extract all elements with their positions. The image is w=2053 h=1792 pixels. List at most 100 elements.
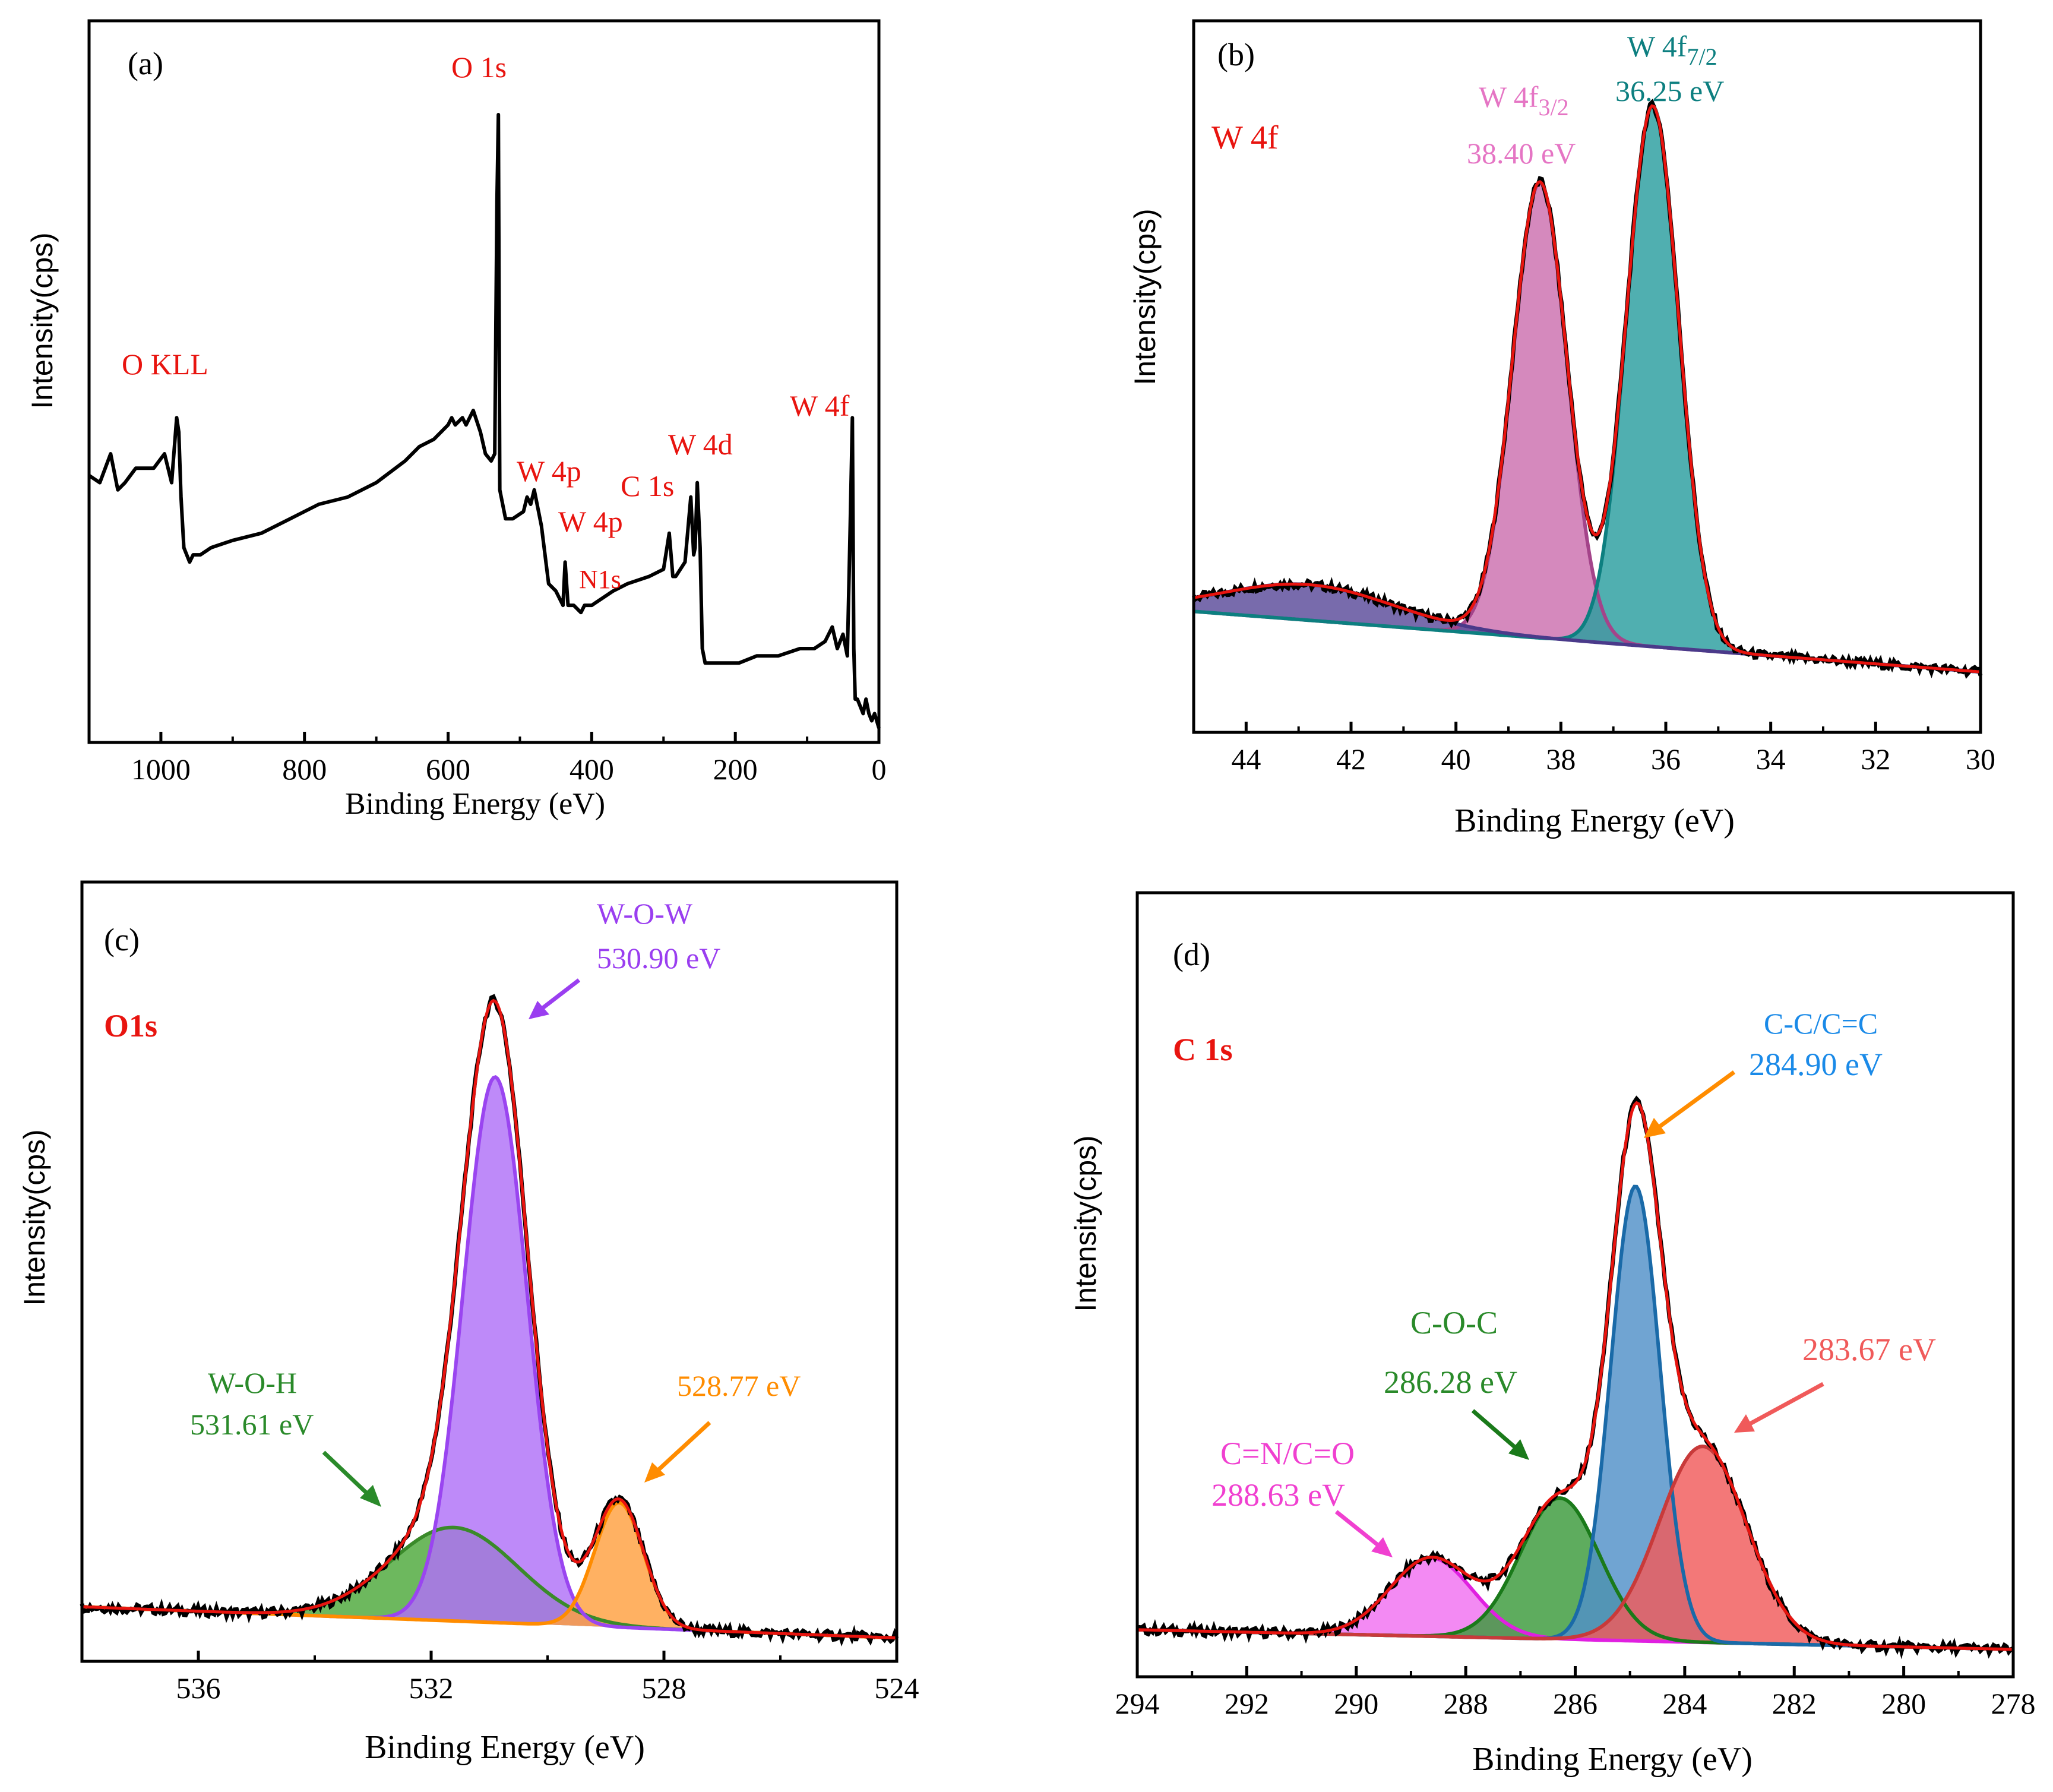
panel-a-xtick-label: 0 [872,753,887,786]
panel-d-arrow-coc [1471,1409,1529,1460]
panel-d-xtick-label: 280 [1881,1687,1926,1720]
panel-c-ann-woh-label: W-O-H [208,1366,297,1399]
panel-c-xtick-label: 528 [642,1671,687,1705]
panel-a-ann-w4f: W 4f [790,389,850,422]
panel-b-xtick-label: 32 [1861,742,1890,776]
panel-a-ann-n1s: N1s [579,565,621,594]
panel-d-xtick-label: 288 [1444,1687,1488,1720]
panel-d-xtick-label: 290 [1334,1687,1378,1720]
panel-b-xtick-label: 38 [1546,742,1576,776]
panel-a-xtick-label: 1000 [131,753,191,786]
panel-a-ann-w4p-2: W 4p [558,505,623,538]
panel-c-ann-woh-value: 531.61 eV [190,1408,314,1441]
panel-d-ann-cn-value: 288.63 eV [1211,1477,1345,1513]
panel-d-envelope-line [1137,1101,2014,1651]
panel-b-plot [1191,99,1983,679]
panel-c-xtick-label: 532 [409,1671,454,1705]
panel-b-xtick-label: 44 [1231,742,1261,776]
panel-d-xtick-label: 282 [1772,1687,1817,1720]
panel-b-component-fill [1194,182,1981,672]
panel-c-arrow-528 [644,1421,711,1483]
panel-b-xtick-label: 36 [1651,742,1681,776]
panel-d-ticks: 294 292 290 288 286 284 282 280 278 [1115,1666,2036,1720]
panel-c-ann-528-value: 528.77 eV [677,1369,801,1402]
panel-d: 294 292 290 288 286 284 282 280 278 (d) C 1s Bin… [1069,891,2036,1778]
panel-b-xtick-label: 42 [1336,742,1366,776]
panel-c-arrow-wow [529,978,581,1019]
panel-d-arrow-cn [1334,1510,1393,1557]
panel-d-ann-cc-label: C-C/C=C [1764,1007,1878,1040]
panel-d-xtick-label: 292 [1225,1687,1269,1720]
panel-a-plot [88,113,881,729]
panel-b-ann-w4f32-sub: 3/2 [1538,94,1568,121]
panel-a-ann-c1s: C 1s [621,469,674,502]
panel-a-xtick-label: 400 [570,753,614,786]
panel-b-ann-w4f32-value: 38.40 eV [1467,137,1576,170]
panel-a-survey-line [88,113,881,729]
panel-b-ann-w4f32-main: W 4f [1479,80,1539,113]
panel-b: 44 42 40 38 36 34 32 30 (b) W 4f Binding Energy… [1128,19,1995,839]
panel-c: 536 532 528 524 (c) O1s Binding Energy (eV)… [18,880,919,1766]
panel-b-envelope-line [1193,104,1981,674]
panel-a-xtick-label: 200 [713,753,758,786]
panel-d-plot [1137,1095,2014,1660]
panel-d-xtick-label: 284 [1662,1687,1707,1720]
panel-d-ann-coc-value: 286.28 eV [1384,1364,1517,1400]
panel-a-ticks: 1000 800 600 400 200 0 [131,732,887,786]
panel-c-xtick-label: 536 [176,1671,221,1705]
panel-c-xtick-label: 524 [875,1671,919,1705]
panel-c-component-fill [82,1077,897,1638]
panel-c-frame [80,880,899,1663]
panel-d-ylabel: Intensity(cps) [1069,1135,1102,1311]
panel-b-xtick-label: 34 [1756,742,1786,776]
panel-c-envelope-line [81,998,897,1640]
panel-a-ylabel: Intensity(cps) [26,232,59,409]
panel-c-xlabel: Binding Energy (eV) [365,1729,645,1766]
panel-b-xtick-label: 40 [1441,742,1471,776]
panel-b-ticks: 44 42 40 38 36 34 32 30 [1231,722,1995,776]
panel-b-tag: (b) [1217,37,1255,72]
panel-c-ann-wow-label: W-O-W [597,897,693,930]
panel-c-ann-wow-value: 530.90 eV [597,941,720,975]
panel-d-arrow-283 [1734,1382,1824,1433]
panel-b-ann-w4f72-main: W 4f [1627,30,1687,63]
panel-a: 1000 800 600 400 200 0 (a) Binding Energy (eV… [26,19,887,821]
panel-a-xtick-label: 800 [282,753,327,786]
panel-b-ylabel: Intensity(cps) [1128,208,1162,385]
panel-d-xtick-label: 286 [1553,1687,1598,1720]
panel-a-frame [87,19,881,744]
panel-b-ann-w4f72-sub: 7/2 [1687,43,1717,70]
panel-c-ticks: 536 532 528 524 [176,1651,919,1705]
panel-b-ann-w4f72-label: W 4f7/2 [1627,30,1717,70]
panel-b-ann-w4f72-value: 36.25 eV [1615,74,1724,108]
panel-d-component-fill [1137,1498,2013,1649]
panel-d-ann-cc-value: 284.90 eV [1749,1047,1883,1082]
panel-a-ann-w4p-1: W 4p [517,454,581,488]
panel-a-ann-o1s: O 1s [451,50,507,84]
panel-d-xlabel: Binding Energy (eV) [1472,1741,1753,1778]
panel-d-tag: (d) [1173,937,1210,972]
panel-c-arrow-woh [322,1450,381,1507]
panel-c-ylabel: Intensity(cps) [18,1129,51,1306]
panel-a-xtick-label: 600 [426,753,470,786]
panel-b-title: W 4f [1211,119,1279,156]
panel-d-title: C 1s [1173,1032,1233,1067]
panel-b-frame [1192,19,1982,734]
panel-d-ann-283-value: 283.67 eV [1802,1332,1936,1367]
panel-c-tag: (c) [104,922,140,957]
panel-d-xtick-label: 294 [1115,1687,1160,1720]
panel-d-arrow-cc [1644,1070,1736,1138]
panel-a-tag: (a) [128,46,163,81]
panel-c-title: O1s [104,1008,157,1044]
panel-b-ann-w4f32-label: W 4f3/2 [1479,80,1569,121]
panel-a-ann-w4d: W 4d [668,428,733,461]
panel-a-ann-okll: O KLL [122,347,208,381]
panel-c-plot [80,994,899,1646]
panel-b-xlabel: Binding Energy (eV) [1454,802,1735,839]
panel-d-ann-cn-label: C=N/C=O [1220,1436,1355,1471]
panel-b-xtick-label: 30 [1966,742,1995,776]
panel-d-xtick-label: 278 [1991,1687,2036,1720]
panel-a-xlabel: Binding Energy (eV) [345,787,605,821]
panel-d-ann-coc-label: C-O-C [1410,1305,1498,1341]
